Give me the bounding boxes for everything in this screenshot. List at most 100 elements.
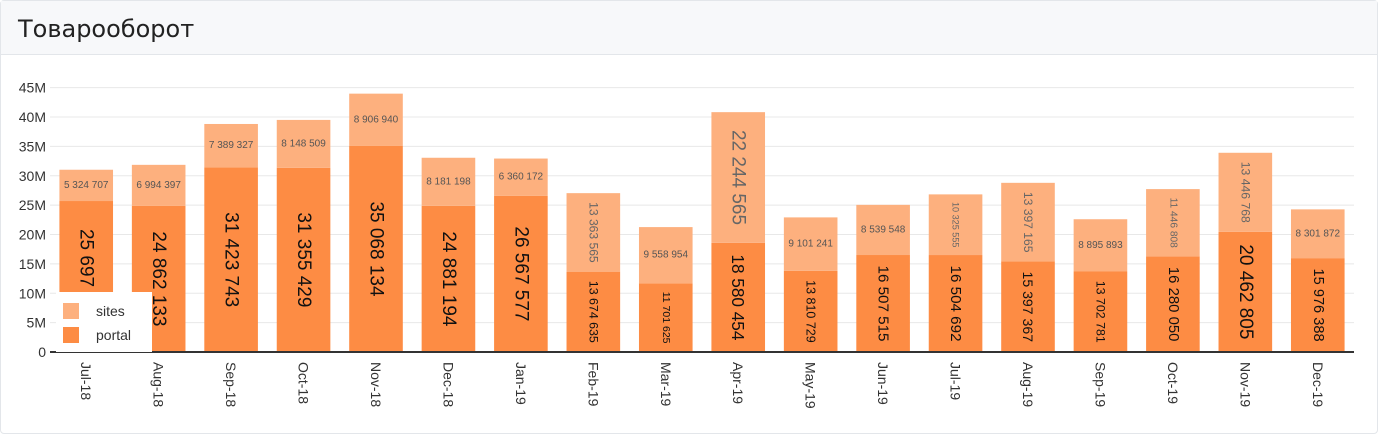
- x-tick-label: Jul-18: [78, 362, 94, 400]
- y-tick-label: 5M: [27, 315, 46, 331]
- data-label-sites: 5 324 707: [64, 180, 109, 191]
- x-tick-label: May-19: [803, 362, 819, 409]
- bar-portal[interactable]: [421, 205, 476, 352]
- data-label-portal: 26 567 577: [510, 226, 531, 321]
- bar-portal[interactable]: [1073, 271, 1128, 352]
- y-tick-label: 35M: [19, 138, 46, 154]
- data-label-sites: 8 539 548: [861, 224, 906, 235]
- x-tick-label: Apr-19: [730, 362, 746, 404]
- data-label-portal: 16 507 515: [875, 266, 892, 342]
- grid-lines: [50, 87, 1354, 324]
- data-label-portal: 31 355 429: [293, 212, 314, 307]
- bar-portal[interactable]: [494, 195, 548, 352]
- bar-portal[interactable]: [349, 145, 403, 352]
- bar-sites[interactable]: [1146, 189, 1200, 257]
- data-label-portal: 35 068 134: [366, 201, 387, 297]
- data-label-sites: 6 994 397: [136, 180, 181, 191]
- bar-portal[interactable]: [1146, 256, 1200, 352]
- y-tick-label: 45M: [19, 80, 46, 96]
- bar-sites[interactable]: [349, 93, 403, 146]
- bar-sites[interactable]: [638, 227, 693, 284]
- y-tick-label: 10M: [19, 285, 46, 301]
- data-label-portal: 13 674 635: [586, 281, 600, 343]
- data-label-sites: 8 895 893: [1078, 240, 1123, 251]
- bar-portal[interactable]: [566, 271, 621, 352]
- data-label-portal: 15 397 367: [1020, 271, 1036, 342]
- bar-portal[interactable]: [856, 255, 910, 352]
- data-label-portal: 15 976 388: [1310, 269, 1326, 342]
- bar-sites[interactable]: [494, 158, 548, 196]
- data-label-portal: 16 504 692: [947, 266, 964, 342]
- bar-portal[interactable]: [783, 270, 838, 352]
- bar-sites[interactable]: [1073, 219, 1128, 272]
- x-tick-label: Aug-19: [1020, 362, 1036, 407]
- x-tick-label: Oct-18: [296, 362, 312, 404]
- bar-portal[interactable]: [276, 167, 331, 352]
- data-label-sites: 13 363 565: [586, 202, 600, 263]
- bar-sites[interactable]: [711, 112, 766, 243]
- bar-sites[interactable]: [1218, 152, 1273, 232]
- data-label-portal: 13 810 729: [804, 280, 818, 343]
- bar-sites[interactable]: [421, 157, 476, 206]
- legend-label-sites: sites: [96, 303, 125, 319]
- x-tick-label: Mar-19: [658, 362, 674, 407]
- x-tick-label: Nov-19: [1237, 362, 1253, 407]
- bar-sites[interactable]: [1001, 182, 1055, 262]
- x-tick-label: Sep-18: [223, 362, 239, 407]
- y-tick-label: 40M: [19, 109, 46, 125]
- bar-sites[interactable]: [856, 204, 910, 256]
- legend-swatch-sites: [63, 303, 79, 319]
- x-tick-label: Jan-19: [513, 362, 529, 405]
- data-label-portal: 24 862 133: [148, 231, 169, 326]
- bar-sites[interactable]: [276, 119, 331, 168]
- bar-portal[interactable]: [928, 255, 983, 352]
- data-label-sites: 11 446 808: [1167, 198, 1178, 249]
- data-label-sites: 8 148 509: [281, 138, 326, 149]
- data-label-sites: 13 397 165: [1021, 192, 1035, 253]
- data-label-sites: 8 181 198: [426, 176, 471, 187]
- bars: [59, 93, 1345, 352]
- bar-sites[interactable]: [783, 217, 838, 271]
- data-label-sites: 8 906 940: [354, 114, 399, 125]
- data-label-portal: 16 280 050: [1165, 267, 1181, 342]
- x-tick-label: Dec-19: [1310, 362, 1326, 407]
- legend-swatch-portal: [63, 327, 79, 343]
- bar-portal[interactable]: [638, 283, 693, 352]
- data-label-portal: 20 462 805: [1235, 244, 1256, 339]
- bar-portal[interactable]: [1290, 258, 1345, 352]
- axes: 0 5M 10M 15M 20M 25M 30M 35M 40M 45M Jul-18 Aug-18 S…: [19, 80, 1354, 409]
- panel-header: Товарооборот: [1, 1, 1377, 55]
- bar-sites[interactable]: [928, 194, 983, 256]
- bar-sites[interactable]: [1290, 209, 1345, 259]
- y-tick-label: 30M: [19, 168, 46, 184]
- bar-portal[interactable]: [1001, 261, 1055, 352]
- bar-portal[interactable]: [711, 242, 766, 352]
- data-label-sites: 9 101 241: [788, 239, 833, 250]
- data-label-portal: 11 701 625: [660, 292, 672, 344]
- data-label-sites: 9 558 954: [644, 250, 689, 261]
- x-tick-label: Nov-18: [368, 362, 384, 407]
- x-tick-label: Feb-19: [585, 362, 601, 407]
- data-label-portal: 13 702 781: [1093, 281, 1107, 343]
- bar-portal[interactable]: [204, 167, 258, 352]
- bar-sites[interactable]: [566, 193, 621, 272]
- bar-sites[interactable]: [131, 164, 186, 206]
- legend: sites portal: [56, 292, 152, 352]
- x-tick-label: Oct-19: [1165, 362, 1181, 404]
- y-tick-label: 25M: [19, 197, 46, 213]
- data-label-sites: 22 244 565: [728, 130, 749, 225]
- data-label-sites: 8 301 872: [1296, 228, 1341, 239]
- x-tick-label: Aug-18: [151, 362, 167, 407]
- y-tick-label: 20M: [19, 227, 46, 243]
- bar-sites[interactable]: [204, 123, 258, 168]
- x-tick-label: Dec-18: [440, 362, 456, 407]
- y-tick-label: 15M: [19, 256, 46, 272]
- bar-sites[interactable]: [59, 169, 114, 202]
- data-label-portal: 31 423 743: [221, 212, 242, 307]
- bar-portal[interactable]: [1218, 231, 1273, 352]
- x-tick-label: Jul-19: [948, 362, 964, 400]
- data-label-sites: 7 389 327: [209, 140, 254, 151]
- x-tick-label: Jun-19: [875, 362, 891, 405]
- legend-label-portal: portal: [96, 327, 131, 343]
